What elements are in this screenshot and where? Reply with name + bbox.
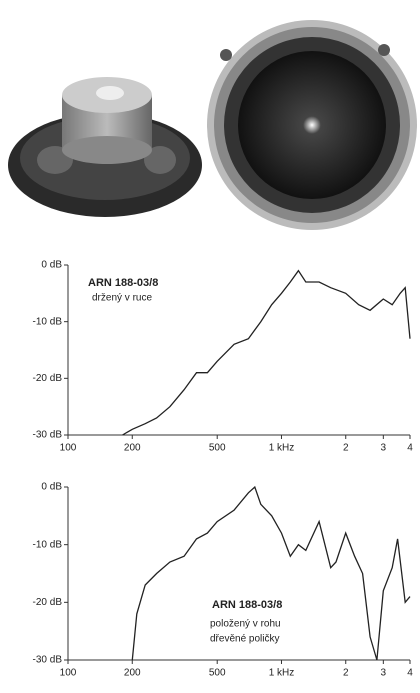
y-tick-label: -10 dB — [33, 316, 63, 327]
annotation: ARN 188-03/8 — [212, 599, 282, 611]
y-tick-label: -30 dB — [33, 430, 63, 441]
x-tick-label: 4 — [407, 668, 413, 679]
x-tick-label: 3 — [381, 443, 387, 454]
annotation: položený v rohu — [210, 619, 281, 630]
x-tick-label: 1 kHz — [269, 668, 295, 679]
y-tick-label: -30 dB — [33, 655, 63, 666]
speaker-side-photo — [8, 77, 202, 217]
x-tick-label: 1 kHz — [269, 443, 295, 454]
y-tick-label: -20 dB — [33, 597, 63, 608]
response-line — [123, 271, 411, 435]
x-tick-label: 200 — [124, 443, 141, 454]
page: 0 dB -10 dB -20 dB -30 dB 100 200 500 1 kHz 2 3 4 A… — [0, 0, 420, 693]
x-tick-label: 500 — [209, 668, 226, 679]
x-tick-label: 3 — [381, 668, 387, 679]
annotation: ARN 188-03/8 — [88, 277, 158, 289]
x-tick-label: 100 — [60, 443, 77, 454]
x-tick-label: 500 — [209, 443, 226, 454]
annotation: držený v ruce — [92, 293, 152, 304]
x-tick-label: 2 — [343, 443, 349, 454]
y-tick-label: -20 dB — [33, 373, 63, 384]
x-tick-label: 4 — [407, 443, 413, 454]
speaker-front-photo — [207, 20, 417, 230]
x-tick-label: 100 — [60, 668, 77, 679]
annotation: dřevěné poličky — [210, 634, 279, 645]
x-tick-label: 200 — [124, 668, 141, 679]
y-tick-label: -10 dB — [33, 539, 63, 550]
x-tick-label: 2 — [343, 668, 349, 679]
y-tick-label: 0 dB — [41, 260, 62, 271]
y-tick-label: 0 dB — [41, 482, 62, 493]
